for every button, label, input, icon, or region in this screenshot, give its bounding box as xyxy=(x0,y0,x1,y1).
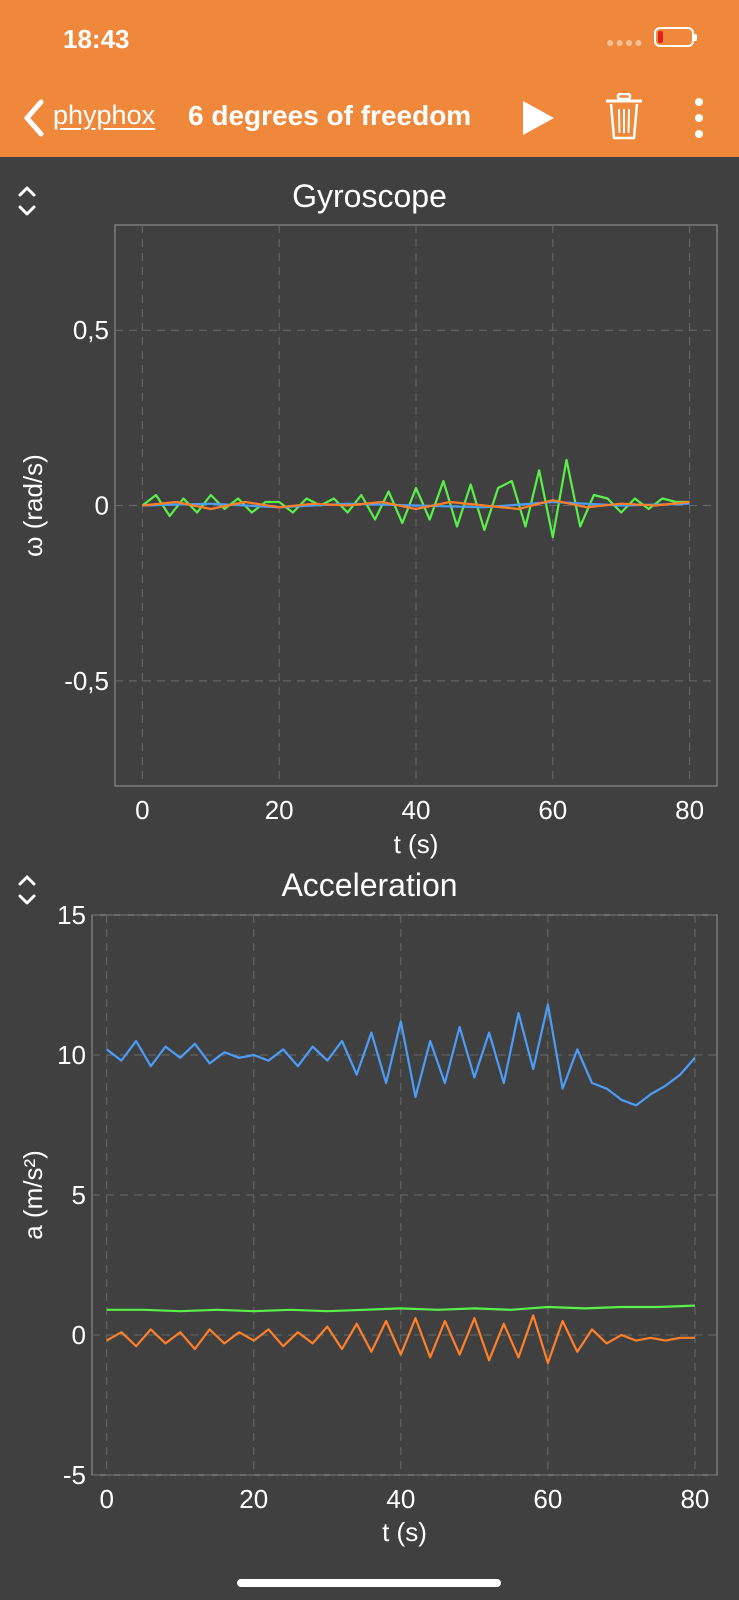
x-tick-label: 20 xyxy=(265,795,294,825)
battery-icon xyxy=(654,27,697,47)
y-tick-label: -5 xyxy=(63,1460,86,1490)
acceleration-chart: 0 20 40 60 80 -5 0 5 10 15 t (s) a (m/s²) xyxy=(18,900,718,1547)
x-tick-label: 0 xyxy=(99,1484,113,1514)
home-indicator[interactable] xyxy=(237,1579,501,1587)
series-line-0 xyxy=(141,458,690,539)
x-tick-label: 40 xyxy=(386,1484,415,1514)
x-axis-label: t (s) xyxy=(394,829,439,859)
back-button[interactable]: phyphox xyxy=(53,100,156,130)
expand-collapse-icon[interactable] xyxy=(15,181,39,221)
x-tick-label: 60 xyxy=(538,795,567,825)
y-tick-label: 0 xyxy=(72,1320,86,1350)
series-line-2 xyxy=(106,1314,695,1365)
y-tick-label: -0,5 xyxy=(64,666,109,696)
status-time: 18:43 xyxy=(63,24,130,54)
signal-icon: ●●●● xyxy=(606,34,644,50)
x-tick-label: 80 xyxy=(680,1484,709,1514)
x-axis-label: t (s) xyxy=(382,1517,427,1547)
y-tick-label: 0 xyxy=(95,491,109,521)
y-axis-label: a (m/s²) xyxy=(18,1150,48,1240)
chevron-left-icon[interactable] xyxy=(21,96,47,140)
top-app-bar: 18:43 ●●●● phyphox 6 degrees of freedom xyxy=(0,0,739,157)
chart-title-gyroscope: Gyroscope xyxy=(292,178,447,214)
page-title: 6 degrees of freedom xyxy=(188,100,472,131)
chart-title-acceleration: Acceleration xyxy=(281,867,458,903)
more-vertical-icon[interactable] xyxy=(690,97,708,139)
series-line-0 xyxy=(106,1003,696,1107)
x-tick-label: 80 xyxy=(675,795,704,825)
gyroscope-chart: 0 20 40 60 80 -0,5 0 0,5 t (s) ω (rad/s) xyxy=(18,224,718,859)
x-tick-label: 40 xyxy=(402,795,431,825)
series-line-2 xyxy=(142,499,690,511)
x-tick-label: 0 xyxy=(135,795,149,825)
y-tick-label: 10 xyxy=(57,1040,86,1070)
y-tick-label: 5 xyxy=(72,1180,86,1210)
series-line-1 xyxy=(106,1304,695,1313)
y-tick-label: 15 xyxy=(57,900,86,930)
x-tick-label: 60 xyxy=(533,1484,562,1514)
y-tick-label: 0,5 xyxy=(73,315,109,345)
trash-icon[interactable] xyxy=(606,93,642,141)
y-axis-label: ω (rad/s) xyxy=(18,454,48,557)
play-icon[interactable] xyxy=(520,99,556,137)
x-tick-label: 20 xyxy=(239,1484,268,1514)
expand-collapse-icon[interactable] xyxy=(15,870,39,910)
